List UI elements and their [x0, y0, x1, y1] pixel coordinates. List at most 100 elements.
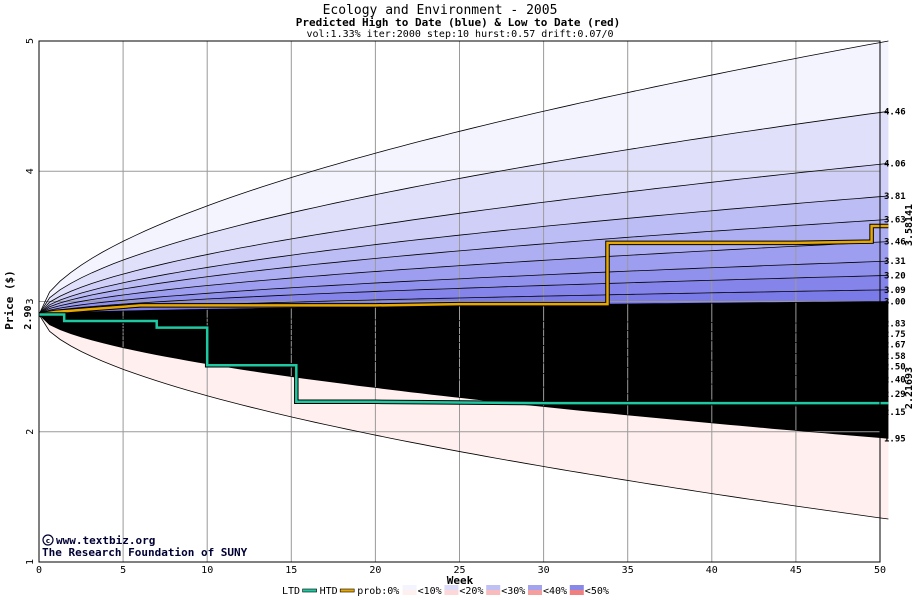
probability-bands: [39, 41, 889, 519]
high-level-label: 3.00: [884, 298, 906, 308]
x-tick-label: 10: [201, 565, 213, 576]
x-tick-label: 30: [538, 565, 550, 576]
low-level-label: 2.40: [884, 376, 906, 386]
credit-org: The Research Foundation of SUNY: [42, 546, 248, 559]
legend-swatch-blue: [402, 585, 417, 590]
high-level-label: 4.06: [884, 159, 906, 169]
legend-swatch-blue: [486, 585, 501, 590]
high-level-label: 3.46: [884, 238, 906, 248]
legend-swatch-red: [486, 590, 501, 595]
low-level-label: 2.15: [884, 408, 906, 418]
low-level-label: 2.58: [884, 352, 906, 362]
x-tick-label: 50: [874, 565, 886, 576]
high-band-5: [39, 241, 889, 315]
low-level-label: 2.67: [884, 340, 906, 350]
legend-swatch-blue: [569, 585, 584, 590]
level-labels: 4.46 4.06 3.81 3.63 3.46 3.31 3.20 3.09 3.00 2.83…: [884, 107, 906, 444]
legend-ltd-swatch: [302, 588, 317, 593]
high-level-label: 3.20: [884, 271, 906, 281]
low-band-9: [39, 314, 889, 439]
htd-line: [38, 224, 889, 316]
legend-swatch-red: [569, 590, 584, 595]
chart-title: Ecology and Environment - 2005: [323, 3, 558, 18]
copyright-icon-c: c: [46, 537, 50, 545]
band-boundary: [38, 314, 889, 325]
htd-final-label: 3.58141: [904, 204, 915, 246]
legend-bucket-label: <20%: [459, 586, 483, 597]
ltd-final-label: 2.21693: [904, 367, 915, 409]
band-boundary: [38, 260, 889, 315]
x-tick-label: 25: [453, 565, 465, 576]
band-boundary: [38, 314, 889, 520]
high-level-label: 3.09: [884, 286, 906, 296]
high-band-1: [39, 111, 889, 315]
legend-swatch-blue: [528, 585, 542, 590]
legend-swatch-red: [444, 590, 459, 595]
plot-frame: [38, 40, 881, 563]
legend-swatch-red: [528, 590, 542, 595]
low-level-label: 2.50: [884, 363, 906, 373]
low-level-label: 2.29: [884, 390, 906, 400]
high-band-0: [39, 41, 889, 315]
ltd-line: [39, 313, 889, 405]
chart-subtitle: Predicted High to Date (blue) & Low to D…: [296, 16, 621, 29]
band-boundary: [38, 110, 889, 315]
series-lines: [38, 223, 889, 406]
legend-bucket-label: <50%: [585, 586, 609, 597]
x-tick-label: 20: [369, 565, 381, 576]
band-boundary: [38, 163, 889, 315]
high-band-9: [39, 301, 889, 315]
band-boundary: [38, 40, 889, 315]
low-level-label: 1.95: [884, 434, 906, 444]
legend-swatch-red: [402, 590, 417, 595]
y-tick-label: 4: [25, 168, 36, 174]
band-boundary: [38, 314, 889, 380]
credits: c www.textbiz.org The Research Foundatio…: [42, 534, 248, 559]
band-boundary: [38, 314, 889, 345]
band-boundary-lines: [38, 40, 889, 520]
x-tick-label: 45: [790, 565, 802, 576]
high-level-label: 4.46: [884, 107, 906, 117]
high-level-label: 3.31: [884, 257, 906, 267]
legend-ltd-label: LTD: [282, 586, 300, 597]
y-axis-label: Price ($): [3, 270, 16, 330]
x-tick-label: 15: [285, 565, 297, 576]
band-boundary: [38, 219, 889, 315]
x-tick-label: 0: [36, 565, 42, 576]
x-axis-ticks: 0 5 10 15 20 25 30 35 40 45 50: [36, 565, 886, 576]
high-band-2: [39, 163, 889, 315]
y-tick-label: 5: [25, 38, 36, 44]
legend: LTD HTD prob:0% <10% <20% <30% <40% <50%: [282, 585, 609, 597]
legend-htd-swatch: [339, 588, 355, 593]
credit-url: www.textbiz.org: [56, 534, 155, 547]
low-level-label: 2.83: [884, 320, 906, 330]
high-level-label: 3.63: [884, 215, 906, 225]
x-tick-label: 5: [120, 565, 126, 576]
legend-swatch-blue: [444, 585, 459, 590]
low-level-label: 2.75: [884, 330, 906, 340]
y-tick-label: 2: [25, 429, 36, 435]
band-boundary: [38, 275, 889, 315]
high-band-7: [39, 275, 889, 315]
legend-bucket-label: <30%: [501, 586, 525, 597]
legend-bucket-label: <10%: [418, 586, 442, 597]
chart-params: vol:1.33% iter:2000 step:10 hurst:0.57 d…: [306, 29, 613, 40]
x-axis-label: Week: [447, 574, 474, 587]
band-boundary: [38, 314, 889, 335]
copyright-icon: [42, 534, 54, 546]
x-tick-label: 35: [622, 565, 634, 576]
y-axis-ticks: 1 2 3 4 5: [25, 38, 36, 565]
band-boundary: [38, 195, 889, 315]
legend-prob-label: prob:0%: [357, 586, 399, 597]
band-boundary: [38, 241, 889, 315]
high-level-label: 3.81: [884, 192, 906, 202]
band-boundary: [38, 314, 889, 367]
band-boundary: [38, 314, 889, 395]
high-band-3: [39, 196, 889, 315]
y-tick-label: 1: [25, 559, 36, 565]
band-boundary: [38, 314, 889, 439]
start-price-label: 2.90: [23, 305, 34, 329]
x-tick-label: 40: [706, 565, 718, 576]
legend-htd-label: HTD: [320, 586, 338, 597]
